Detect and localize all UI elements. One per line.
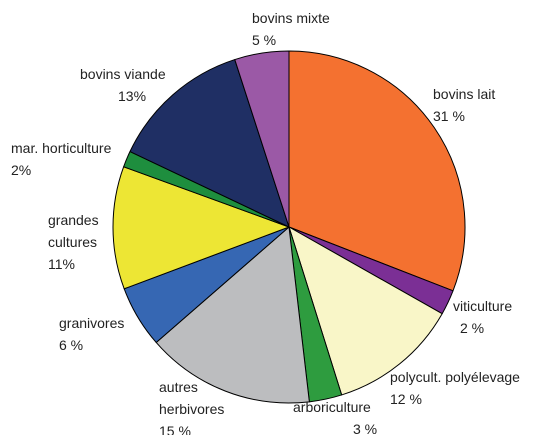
slice-bovins-viande: [129, 59, 290, 228]
label-viticulture: viticulture 2 %: [453, 298, 516, 336]
slice-bovins-lait: [288, 50, 466, 292]
label-arboriculture: arboriculture 3 %: [293, 399, 377, 435]
slice-grandes-cultures: [112, 166, 290, 290]
slice-polycult-polyelevage: [288, 226, 443, 396]
label-granivores: granivores 6 %: [59, 315, 128, 353]
label-bovins-mixte: bovins mixte 5 %: [252, 10, 334, 48]
pie-labels: bovins lait 31 % viticulture 2 % polycul…: [11, 10, 524, 435]
label-polycult-polyelevage: polycult. polyélevage 12 %: [390, 369, 524, 407]
label-grandes-cultures: grandes cultures 11%: [48, 212, 102, 272]
slice-bovins-mixte: [234, 50, 290, 228]
label-bovins-lait: bovins lait 31 %: [433, 86, 499, 124]
label-mar-horticulture: mar. horticulture 2%: [11, 140, 115, 178]
label-autres-herbivores: autres herbivores 15 %: [159, 379, 228, 435]
pie-slices: [112, 50, 466, 404]
slice-autres-herbivores: [155, 226, 310, 404]
label-bovins-viande: bovins viande 13%: [80, 66, 170, 104]
